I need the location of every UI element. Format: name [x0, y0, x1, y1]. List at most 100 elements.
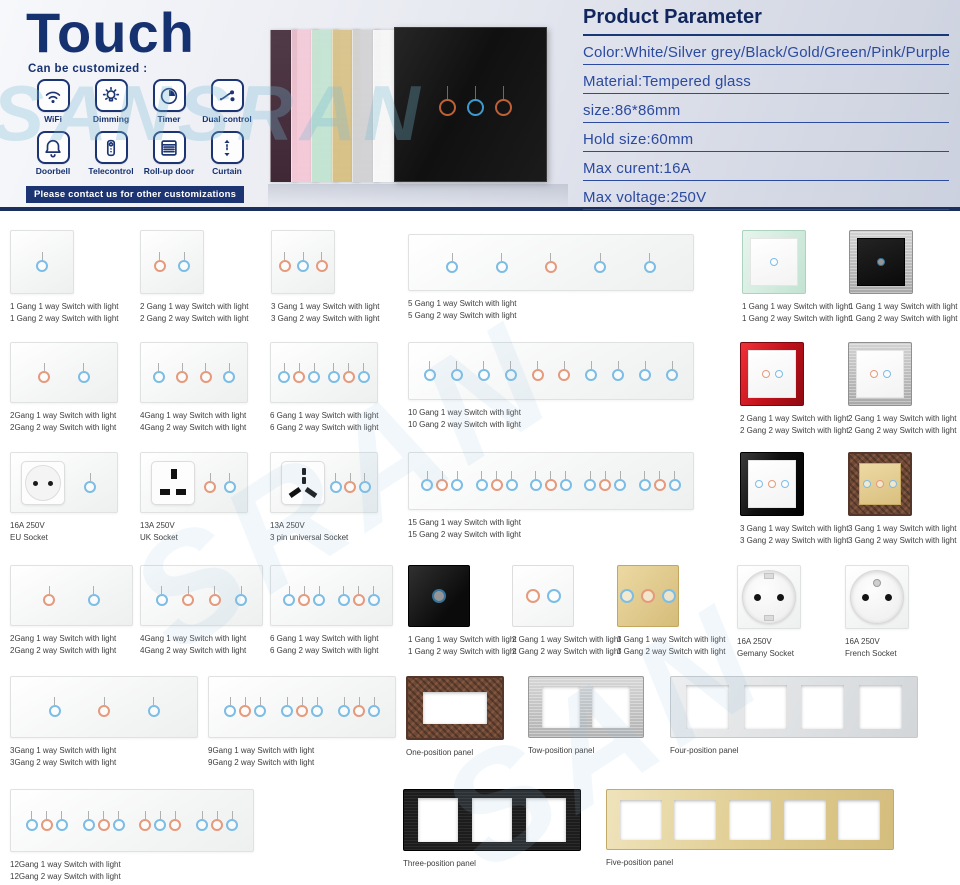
touch-ring-icon	[297, 252, 309, 272]
ring-group	[327, 362, 370, 383]
caption-line: 4Gang 2 way Switch with light	[140, 645, 247, 655]
feature-doorbell[interactable]: Doorbell	[24, 131, 82, 183]
feature-curtain[interactable]: Curtain	[198, 131, 256, 183]
product-caption: 15 Gang 1 way Switch with light 15 Gang 2…	[408, 517, 694, 540]
touch-ring-icon	[781, 480, 789, 488]
product-card[interactable]: 12Gang 1 way Switch with light 12Gang 2 w…	[10, 789, 254, 882]
feature-dual-control[interactable]: Dual control	[198, 79, 256, 131]
ring	[477, 369, 490, 381]
product-card[interactable]: 16A 250V Gemany Socket	[737, 565, 801, 659]
dimming-icon	[94, 79, 128, 112]
feature-dimming[interactable]: Dimming	[82, 79, 140, 131]
feature-timer[interactable]: Timer	[140, 79, 198, 131]
product-grid: 1 Gang 1 way Switch with light 1 Gang 2 w…	[0, 215, 960, 885]
product-card[interactable]: 2 Gang 1 way Switch with light 2 Gang 2 w…	[848, 342, 957, 436]
product-card[interactable]: 4Gang 1 way Switch with light 4Gang 2 way…	[140, 565, 263, 656]
product-card[interactable]: 2 Gang 1 way Switch with light 2 Gang 2 w…	[512, 565, 621, 657]
ring-stem	[343, 697, 345, 705]
position-cutout	[423, 692, 487, 724]
product-card[interactable]: 3 Gang 1 way Switch with light 3 Gang 2 w…	[617, 565, 726, 657]
feature-wifi[interactable]: WiFi	[24, 79, 82, 131]
product-card[interactable]: 2 Gang 1 way Switch with light 2 Gang 2 w…	[140, 230, 249, 324]
product-card[interactable]: 3Gang 1 way Switch with light 3Gang 2 way…	[10, 676, 198, 768]
ring	[450, 369, 463, 381]
position-cutout	[526, 798, 566, 842]
ring	[239, 705, 251, 717]
product-card[interactable]: 6 Gang 1 way Switch with light 6 Gang 2 w…	[270, 342, 379, 433]
touch-area	[11, 790, 253, 851]
ring-stem	[589, 471, 591, 479]
product-card[interactable]: 3 Gang 1 way Switch with light 3 Gang 2 w…	[740, 452, 849, 546]
touch-ring-icon	[475, 471, 488, 491]
product-card[interactable]: 10 Gang 1 way Switch with light 10 Gang 2…	[408, 342, 694, 430]
ring	[178, 260, 191, 272]
touch-area	[409, 343, 693, 399]
ring	[84, 480, 96, 493]
touch-ring-icon	[182, 585, 195, 606]
ring-stem	[187, 585, 189, 594]
touch-ring-icon	[639, 361, 652, 381]
ring	[643, 260, 656, 273]
ring	[544, 260, 557, 273]
curtain-icon	[210, 131, 244, 164]
product-card[interactable]: 16A 250V EU Socket	[10, 452, 118, 543]
feature-roll-up-door[interactable]: Roll-up door	[140, 131, 198, 183]
ring-stem	[456, 471, 458, 479]
product-card[interactable]: 3 Gang 1 way Switch with light 3 Gang 2 w…	[848, 452, 957, 546]
product-card[interactable]: 2Gang 1 way Switch with light 2Gang 2 way…	[10, 565, 133, 656]
product-card[interactable]: 2 Gang 1 way Switch with light 2 Gang 2 w…	[740, 342, 849, 436]
product-card[interactable]: Four-position panel	[670, 676, 918, 757]
ring	[226, 818, 239, 831]
touch-area	[409, 453, 693, 509]
ring	[877, 258, 885, 266]
product-card[interactable]: 5 Gang 1 way Switch with light 5 Gang 2 w…	[408, 234, 694, 321]
position-frame-panel	[403, 789, 581, 851]
ring	[196, 818, 209, 831]
product-card[interactable]: Five-position panel	[606, 789, 894, 869]
switch-panel	[270, 565, 393, 626]
product-card[interactable]: 3 Gang 1 way Switch with light 3 Gang 2 w…	[271, 230, 380, 324]
caption-line: 13A 250V	[140, 521, 175, 530]
product-card[interactable]: Tow-position panel	[528, 676, 644, 757]
product-card[interactable]: 4Gang 1 way Switch with light 4Gang 2 way…	[140, 342, 248, 433]
product-card[interactable]: 1 Gang 1 way Switch with light 1 Gang 2 w…	[10, 230, 119, 324]
ring-stem	[286, 697, 288, 705]
product-card[interactable]: 6 Gang 1 way Switch with light 6 Gang 2 w…	[270, 565, 393, 656]
switch-panel	[270, 452, 378, 513]
ring	[544, 479, 557, 491]
touch-ring-icon	[863, 480, 871, 488]
product-card[interactable]: 13A 250V UK Socket	[140, 452, 248, 543]
product-card[interactable]: 15 Gang 1 way Switch with light 15 Gang 2…	[408, 452, 694, 540]
ring-stem	[103, 810, 105, 819]
ring-stem	[617, 361, 619, 369]
product-card[interactable]: 9Gang 1 way Switch with light 9Gang 2 way…	[208, 676, 396, 768]
product-card[interactable]: Three-position panel	[403, 789, 581, 870]
product-card[interactable]: One-position panel	[406, 676, 504, 759]
product-caption: One-position panel	[406, 747, 504, 759]
caption-line: 1 Gang 1 way Switch with light	[10, 302, 119, 311]
product-card[interactable]: 1 Gang 1 way Switch with light 1 Gang 2 w…	[408, 565, 517, 657]
switch-panel	[140, 342, 248, 403]
product-caption: 12Gang 1 way Switch with light 12Gang 2 w…	[10, 859, 254, 882]
product-card[interactable]: 1 Gang 1 way Switch with light 1 Gang 2 w…	[742, 230, 851, 324]
product-card[interactable]: 1 Gang 1 way Switch with light 1 Gang 2 w…	[849, 230, 958, 324]
product-card[interactable]: 16A 250V French Socket	[845, 565, 909, 659]
touch-ring-icon	[84, 472, 96, 493]
product-card[interactable]: 13A 250V 3 pin universal Socket	[270, 452, 378, 543]
ring-stem	[496, 471, 498, 479]
feature-telecontrol[interactable]: Telecontrol	[82, 131, 140, 183]
ring-group	[283, 585, 326, 606]
touch-ring-icon	[353, 697, 365, 717]
customize-label: Can be customized :	[28, 63, 148, 75]
touch-ring-icon	[495, 252, 508, 273]
ring-stem	[456, 361, 458, 369]
touch-ring-icon	[423, 361, 436, 381]
touch-ring-icon	[495, 86, 512, 116]
product-card[interactable]: 2Gang 1 way Switch with light 2Gang 2 way…	[10, 342, 118, 433]
touch-ring-icon	[877, 258, 885, 266]
parameter-title: Product Parameter	[583, 6, 949, 36]
ring	[529, 479, 542, 491]
position-cutout	[783, 799, 826, 840]
ring-stem	[441, 471, 443, 479]
ring-stem	[447, 86, 448, 99]
